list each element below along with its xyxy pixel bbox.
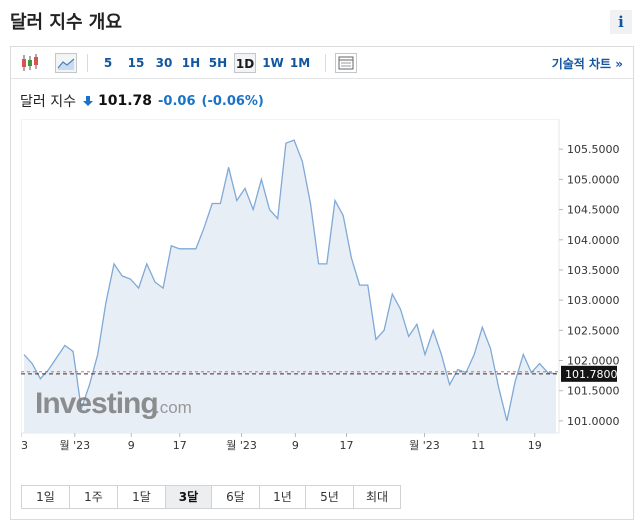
y-tick-label: 101.5000 <box>567 385 620 398</box>
y-tick-label: 101.0000 <box>567 415 620 428</box>
y-tick-label: 103.0000 <box>567 294 620 307</box>
timeframe-1d[interactable]: 1D <box>234 53 256 73</box>
range-selector: 1일 1주 1달 3달 6달 1년 5년 최대 <box>21 485 401 509</box>
last-price-label: 101.7800 <box>565 368 618 381</box>
y-tick-label: 102.0000 <box>567 355 620 368</box>
chart-toolbar: 5 15 30 1H 5H 1D 1W 1M 기술적 차트 » <box>11 47 633 79</box>
timeframe-1m[interactable]: 1M <box>289 56 311 70</box>
range-1w[interactable]: 1주 <box>70 486 118 508</box>
price-line <box>23 139 557 422</box>
table-view-icon[interactable] <box>335 53 357 73</box>
range-3m[interactable]: 3달 <box>166 486 212 508</box>
x-tick-label: 월 '23 <box>409 439 440 452</box>
price-change-percent: (-0.06%) <box>201 93 264 109</box>
last-price-badge <box>561 365 617 382</box>
price-chart[interactable]: Investing.com 105.5000 105.0000 104.5000 104… <box>21 119 625 471</box>
x-tick-label: 23 <box>21 439 28 452</box>
x-tick-label: 17 <box>339 439 353 452</box>
timeframe-1w[interactable]: 1W <box>262 56 284 70</box>
arrow-down-icon <box>82 92 96 111</box>
x-tick-label: 월 '23 <box>226 439 257 452</box>
timeframe-5h[interactable]: 5H <box>208 56 228 70</box>
y-tick-label: 102.5000 <box>567 324 620 337</box>
price-change: -0.06 <box>158 93 196 109</box>
candlestick-icon[interactable] <box>19 53 41 73</box>
investing-watermark-suffix: .com <box>155 398 192 417</box>
investing-watermark: Investing <box>35 387 158 420</box>
toolbar-divider <box>87 54 88 72</box>
x-tick-label: 11 <box>471 439 485 452</box>
toolbar-divider <box>325 54 326 72</box>
range-1d[interactable]: 1일 <box>22 486 70 508</box>
instrument-name: 달러 지수 <box>20 94 76 110</box>
x-tick-label: 19 <box>528 439 542 452</box>
x-tick-label: 9 <box>292 439 299 452</box>
y-tick-label: 105.5000 <box>567 143 620 156</box>
y-tick-label: 104.0000 <box>567 234 620 247</box>
x-tick-label: 17 <box>173 439 187 452</box>
technical-chart-link[interactable]: 기술적 차트 » <box>551 57 623 71</box>
range-5y[interactable]: 5년 <box>306 486 354 508</box>
range-6m[interactable]: 6달 <box>212 486 260 508</box>
timeframe-15[interactable]: 15 <box>127 56 145 70</box>
x-tick-label: 월 '23 <box>59 439 90 452</box>
y-tick-label: 104.5000 <box>567 204 620 217</box>
range-1y[interactable]: 1년 <box>260 486 306 508</box>
range-1m[interactable]: 1달 <box>118 486 166 508</box>
timeframe-5[interactable]: 5 <box>103 56 113 70</box>
y-tick-label: 105.0000 <box>567 173 620 186</box>
y-tick-label: 103.5000 <box>567 264 620 277</box>
timeframe-30[interactable]: 30 <box>155 56 173 70</box>
chart-widget: 5 15 30 1H 5H 1D 1W 1M 기술적 차트 » 달러 지수 10… <box>10 46 634 520</box>
quote-summary: 달러 지수 101.78 -0.06 (-0.06%) <box>20 91 264 111</box>
area-chart-icon[interactable] <box>55 53 77 73</box>
timeframe-1h[interactable]: 1H <box>181 56 201 70</box>
info-icon[interactable]: i <box>610 10 632 34</box>
last-price: 101.78 <box>97 93 153 109</box>
x-tick-label: 9 <box>128 439 135 452</box>
price-area <box>24 140 556 433</box>
page-title: 달러 지수 개요 <box>10 12 122 33</box>
range-max[interactable]: 최대 <box>354 486 400 508</box>
